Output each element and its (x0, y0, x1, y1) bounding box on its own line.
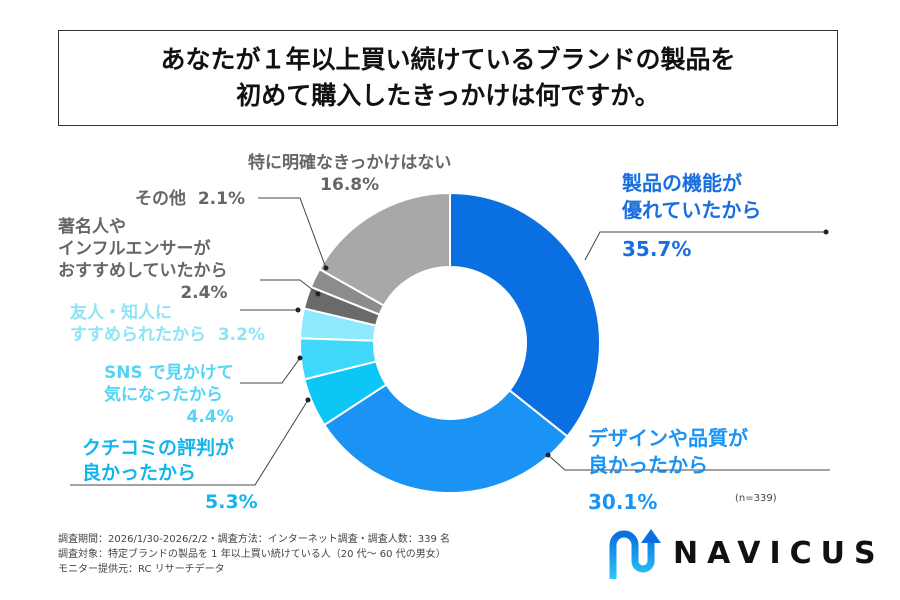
label-text: 優れていたから (622, 198, 762, 222)
donut-slice-0 (449, 191, 601, 438)
label-text: 著名人や (58, 217, 126, 237)
leader-line (547, 454, 830, 471)
sample-size: (n=339) (735, 493, 777, 504)
label-text: SNS で見かけて (104, 363, 234, 383)
label-text: 良かったから (588, 453, 708, 477)
donut-slice-1 (322, 383, 569, 494)
title-line-2: 初めて購入したきっかけは何ですか。 (236, 81, 660, 110)
leader-line (258, 197, 327, 269)
label-s3: SNS で見かけて 気になったから 4.4% (104, 362, 234, 428)
donut-slice-7 (318, 191, 451, 307)
title-line-1: あなたが１年以上買い続けているブランドの製品を (160, 44, 736, 74)
leader-dot (323, 265, 329, 271)
note-line: モニター提供元：RC リサーチデータ (58, 564, 225, 575)
label-value: 16.8% (320, 175, 380, 196)
leader-dot (297, 355, 303, 361)
label-s4: 友人・知人に すすめられたから 3.2% (70, 302, 265, 346)
leader-dot (315, 291, 321, 297)
label-s2: クチコミの評判が 良かったから (82, 436, 234, 485)
label-s5: 著名人や インフルエンサーが おすすめしていたから 2.4% (58, 216, 228, 304)
label-text: デザインや品質が (588, 426, 748, 450)
leader-dot (545, 452, 551, 458)
label-s6: その他 2.1% (135, 188, 245, 210)
label-value: 30.1% (588, 490, 658, 514)
leader-line (584, 231, 826, 261)
survey-notes: 調査期間：2026/1/30-2026/2/2・調査方法：インターネット調査・調… (58, 532, 450, 577)
label-value: 2.1% (197, 189, 245, 209)
label-text: おすすめしていたから (58, 261, 228, 282)
leader-dot (823, 229, 829, 235)
navicus-logo: NAVICUS (605, 525, 885, 581)
label-value: 4.4% (186, 407, 234, 428)
note-line: 調査対象：特定ブランドの製品を 1 年以上買い続けている人（20 代～ 60 代… (58, 549, 446, 560)
leader-line (70, 399, 309, 486)
label-text: 友人・知人に (70, 303, 172, 323)
label-s2-value: 5.3% (205, 491, 258, 513)
navicus-arrow-logo-icon (609, 529, 661, 579)
label-text: その他 (135, 189, 186, 209)
label-text: 特に明確なきっかけはない (248, 153, 452, 173)
logo-text: NAVICUS (673, 535, 885, 571)
label-text: クチコミの評判が (82, 437, 235, 459)
label-text: 良かったから (82, 461, 197, 484)
chart-title: あなたが１年以上買い続けているブランドの製品を 初めて購入したきっかけは何ですか… (58, 30, 838, 126)
label-text: インフルエンサーが (58, 239, 211, 260)
label-s0: 製品の機能が 優れていたから 35.7% (622, 170, 761, 263)
label-text: すすめられたから (70, 325, 206, 346)
label-text: 製品の機能が (622, 171, 742, 195)
label-value: 2.4% (180, 283, 228, 304)
label-s7: 特に明確なきっかけはない 16.8% (248, 152, 451, 196)
label-value: 3.2% (217, 325, 265, 346)
note-line: 調査期間：2026/1/30-2026/2/2・調査方法：インターネット調査・調… (58, 534, 451, 545)
label-s1: デザインや品質が 良かったから 30.1% (588, 425, 748, 516)
leader-dot (305, 397, 311, 403)
leader-dot (295, 307, 301, 313)
label-value: 35.7% (622, 237, 692, 261)
leader-line (260, 279, 319, 295)
leader-line (240, 357, 301, 384)
label-text: 気になったから (104, 385, 223, 406)
